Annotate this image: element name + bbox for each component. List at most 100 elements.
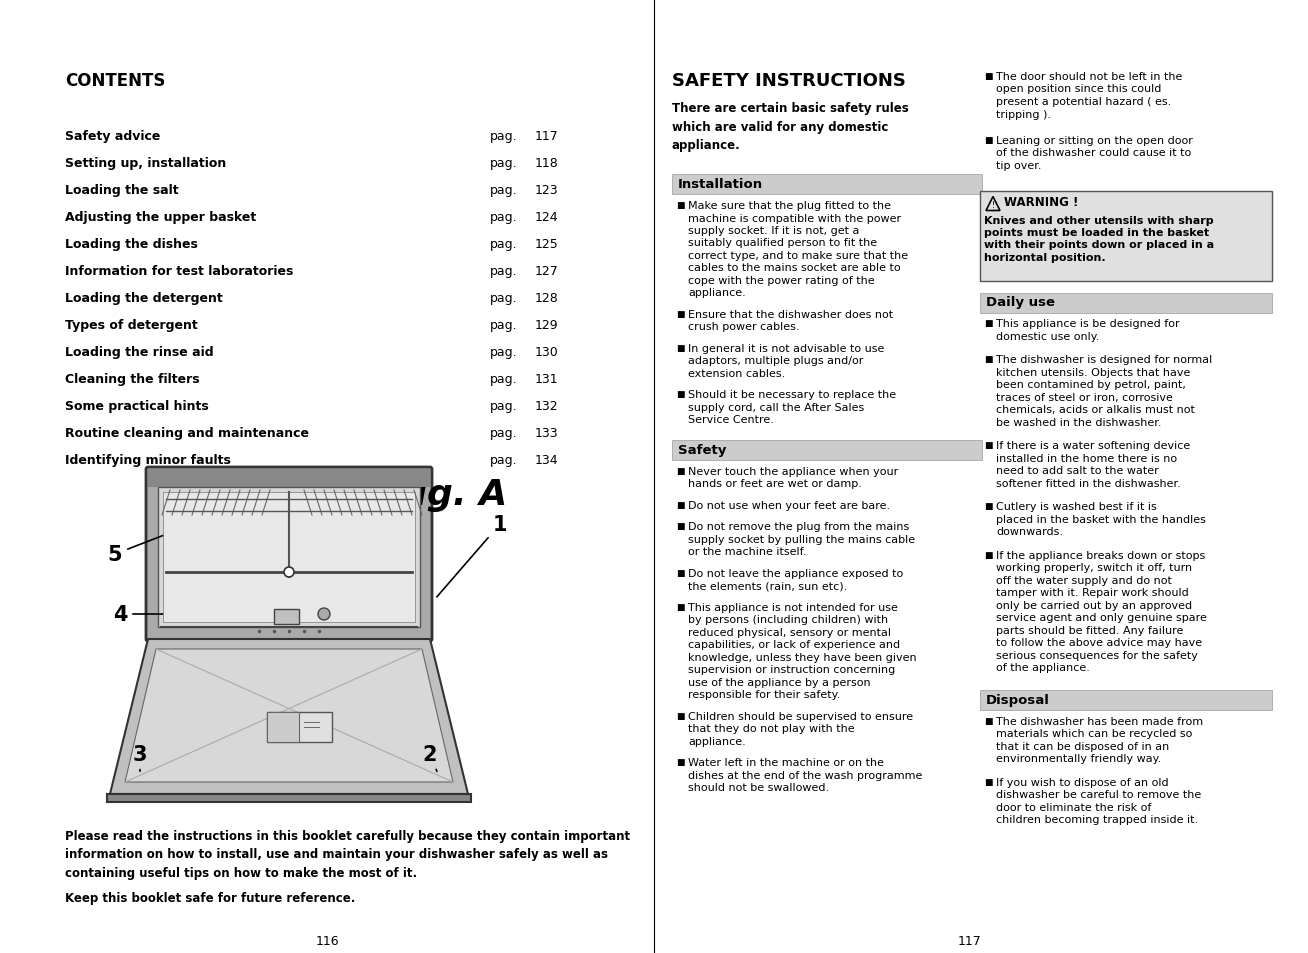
Text: reduced physical, sensory or mental: reduced physical, sensory or mental — [688, 627, 891, 638]
Text: ■: ■ — [676, 568, 684, 578]
Text: ■: ■ — [984, 355, 993, 364]
Text: dishwasher be careful to remove the: dishwasher be careful to remove the — [995, 790, 1201, 800]
Text: horizontal position.: horizontal position. — [984, 253, 1105, 263]
Text: 128: 128 — [535, 292, 559, 305]
Text: Ensure that the dishwasher does not: Ensure that the dishwasher does not — [688, 310, 893, 319]
Text: Cleaning the filters: Cleaning the filters — [65, 373, 200, 386]
Text: Make sure that the plug fitted to the: Make sure that the plug fitted to the — [688, 201, 891, 211]
Polygon shape — [126, 649, 453, 782]
Text: 132: 132 — [535, 399, 559, 413]
Text: 129: 129 — [535, 318, 559, 332]
Text: !: ! — [991, 201, 994, 211]
Text: 130: 130 — [535, 346, 559, 358]
Text: 131: 131 — [535, 373, 559, 386]
Text: pag.: pag. — [490, 237, 518, 251]
Text: ■: ■ — [984, 441, 993, 450]
Text: ■: ■ — [676, 711, 684, 720]
Text: materials which can be recycled so: materials which can be recycled so — [995, 729, 1193, 739]
Text: Identifying minor faults: Identifying minor faults — [65, 454, 232, 467]
Text: ■: ■ — [984, 551, 993, 559]
Text: 116: 116 — [315, 934, 339, 947]
Text: ■: ■ — [984, 319, 993, 328]
Text: ■: ■ — [676, 467, 684, 476]
Text: installed in the home there is no: installed in the home there is no — [995, 454, 1177, 463]
Text: Loading the rinse aid: Loading the rinse aid — [65, 346, 213, 358]
Text: been contamined by petrol, paint,: been contamined by petrol, paint, — [995, 380, 1186, 390]
Text: Setting up, installation: Setting up, installation — [65, 157, 226, 170]
Text: If you wish to dispose of an old: If you wish to dispose of an old — [995, 778, 1168, 787]
Text: pag.: pag. — [490, 265, 518, 277]
Text: 124: 124 — [535, 211, 559, 224]
Text: door to eliminate the risk of: door to eliminate the risk of — [995, 802, 1151, 812]
Text: pag.: pag. — [490, 184, 518, 196]
Text: 123: 123 — [535, 184, 559, 196]
Text: WARNING !: WARNING ! — [1005, 196, 1078, 210]
Text: pag.: pag. — [490, 211, 518, 224]
Text: ■: ■ — [984, 717, 993, 725]
Text: supervision or instruction concerning: supervision or instruction concerning — [688, 665, 895, 675]
Text: 117: 117 — [535, 130, 559, 143]
Bar — [672, 174, 982, 194]
Text: be washed in the dishwasher.: be washed in the dishwasher. — [995, 417, 1162, 428]
Text: Do not remove the plug from the mains: Do not remove the plug from the mains — [688, 522, 909, 532]
FancyBboxPatch shape — [146, 468, 432, 641]
Text: traces of steel or iron, corrosive: traces of steel or iron, corrosive — [995, 393, 1173, 402]
Text: adaptors, multiple plugs and/or: adaptors, multiple plugs and/or — [688, 356, 863, 366]
Text: use of the appliance by a person: use of the appliance by a person — [688, 678, 871, 687]
Bar — [273, 609, 300, 624]
Text: 133: 133 — [535, 427, 559, 439]
Text: 125: 125 — [535, 237, 559, 251]
Text: Loading the detergent: Loading the detergent — [65, 292, 222, 305]
Text: pag.: pag. — [490, 157, 518, 170]
Text: working properly, switch it off, turn: working properly, switch it off, turn — [995, 563, 1192, 573]
Text: Adjusting the upper basket: Adjusting the upper basket — [65, 211, 256, 224]
Text: domestic use only.: domestic use only. — [995, 332, 1100, 341]
Text: of the appliance.: of the appliance. — [995, 662, 1090, 673]
Text: tip over.: tip over. — [995, 161, 1041, 171]
Text: 134: 134 — [535, 454, 559, 467]
Text: ■: ■ — [676, 344, 684, 353]
Text: softener fitted in the dishwasher.: softener fitted in the dishwasher. — [995, 478, 1181, 489]
Text: 4: 4 — [112, 604, 276, 624]
Text: Some practical hints: Some practical hints — [65, 399, 209, 413]
Text: Should it be necessary to replace the: Should it be necessary to replace the — [688, 390, 896, 400]
Bar — [107, 794, 471, 802]
Text: Please read the instructions in this booklet carefully because they contain impo: Please read the instructions in this boo… — [65, 829, 630, 879]
Text: kitchen utensils. Objects that have: kitchen utensils. Objects that have — [995, 368, 1190, 377]
Text: In general it is not advisable to use: In general it is not advisable to use — [688, 344, 884, 354]
Text: Information for test laboratories: Information for test laboratories — [65, 265, 293, 277]
Polygon shape — [110, 639, 468, 794]
Text: by persons (including children) with: by persons (including children) with — [688, 615, 888, 625]
Text: of the dishwasher could cause it to: of the dishwasher could cause it to — [995, 149, 1192, 158]
Text: pag.: pag. — [490, 346, 518, 358]
Bar — [267, 712, 332, 741]
Text: ■: ■ — [676, 500, 684, 510]
Text: should not be swallowed.: should not be swallowed. — [688, 782, 829, 793]
Text: ■: ■ — [676, 602, 684, 612]
Text: pag.: pag. — [490, 399, 518, 413]
Bar — [148, 470, 430, 488]
Circle shape — [318, 608, 330, 620]
Text: Loading the dishes: Loading the dishes — [65, 237, 198, 251]
Text: tamper with it. Repair work should: tamper with it. Repair work should — [995, 588, 1189, 598]
Text: dishes at the end of the wash programme: dishes at the end of the wash programme — [688, 770, 922, 781]
Text: 5: 5 — [107, 523, 195, 564]
Text: extension cables.: extension cables. — [688, 369, 785, 378]
Text: tripping ).: tripping ). — [995, 110, 1052, 119]
Text: off the water supply and do not: off the water supply and do not — [995, 576, 1172, 585]
Text: Leaning or sitting on the open door: Leaning or sitting on the open door — [995, 136, 1193, 146]
Text: The door should not be left in the: The door should not be left in the — [995, 71, 1182, 82]
Text: pag.: pag. — [490, 373, 518, 386]
Text: The dishwasher is designed for normal: The dishwasher is designed for normal — [995, 355, 1213, 365]
Text: supply socket by pulling the mains cable: supply socket by pulling the mains cable — [688, 535, 916, 544]
Text: appliance.: appliance. — [688, 737, 746, 746]
Text: ■: ■ — [984, 71, 993, 81]
Text: If there is a water softening device: If there is a water softening device — [995, 441, 1190, 451]
Text: Knives and other utensils with sharp: Knives and other utensils with sharp — [984, 215, 1214, 225]
Text: with their points down or placed in a: with their points down or placed in a — [984, 240, 1214, 251]
Text: correct type, and to make sure that the: correct type, and to make sure that the — [688, 251, 908, 261]
Text: chemicals, acids or alkalis must not: chemicals, acids or alkalis must not — [995, 405, 1196, 416]
Text: Fig. A: Fig. A — [390, 477, 508, 512]
Bar — [980, 690, 1271, 710]
Text: pag.: pag. — [490, 292, 518, 305]
